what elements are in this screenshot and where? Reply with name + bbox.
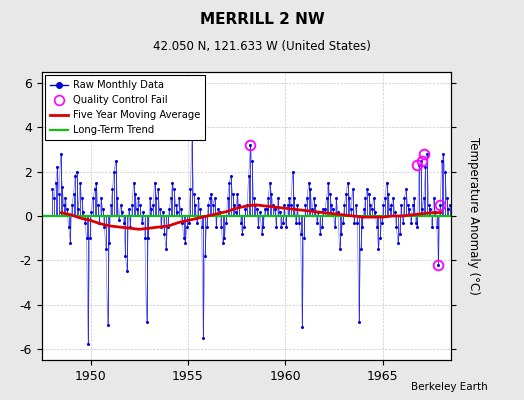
Y-axis label: Temperature Anomaly (°C): Temperature Anomaly (°C) [467,137,480,295]
Legend: Raw Monthly Data, Quality Control Fail, Five Year Moving Average, Long-Term Tren: Raw Monthly Data, Quality Control Fail, … [45,75,205,140]
Text: MERRILL 2 NW: MERRILL 2 NW [200,12,324,27]
Text: 42.050 N, 121.633 W (United States): 42.050 N, 121.633 W (United States) [153,40,371,53]
Text: Berkeley Earth: Berkeley Earth [411,382,487,392]
